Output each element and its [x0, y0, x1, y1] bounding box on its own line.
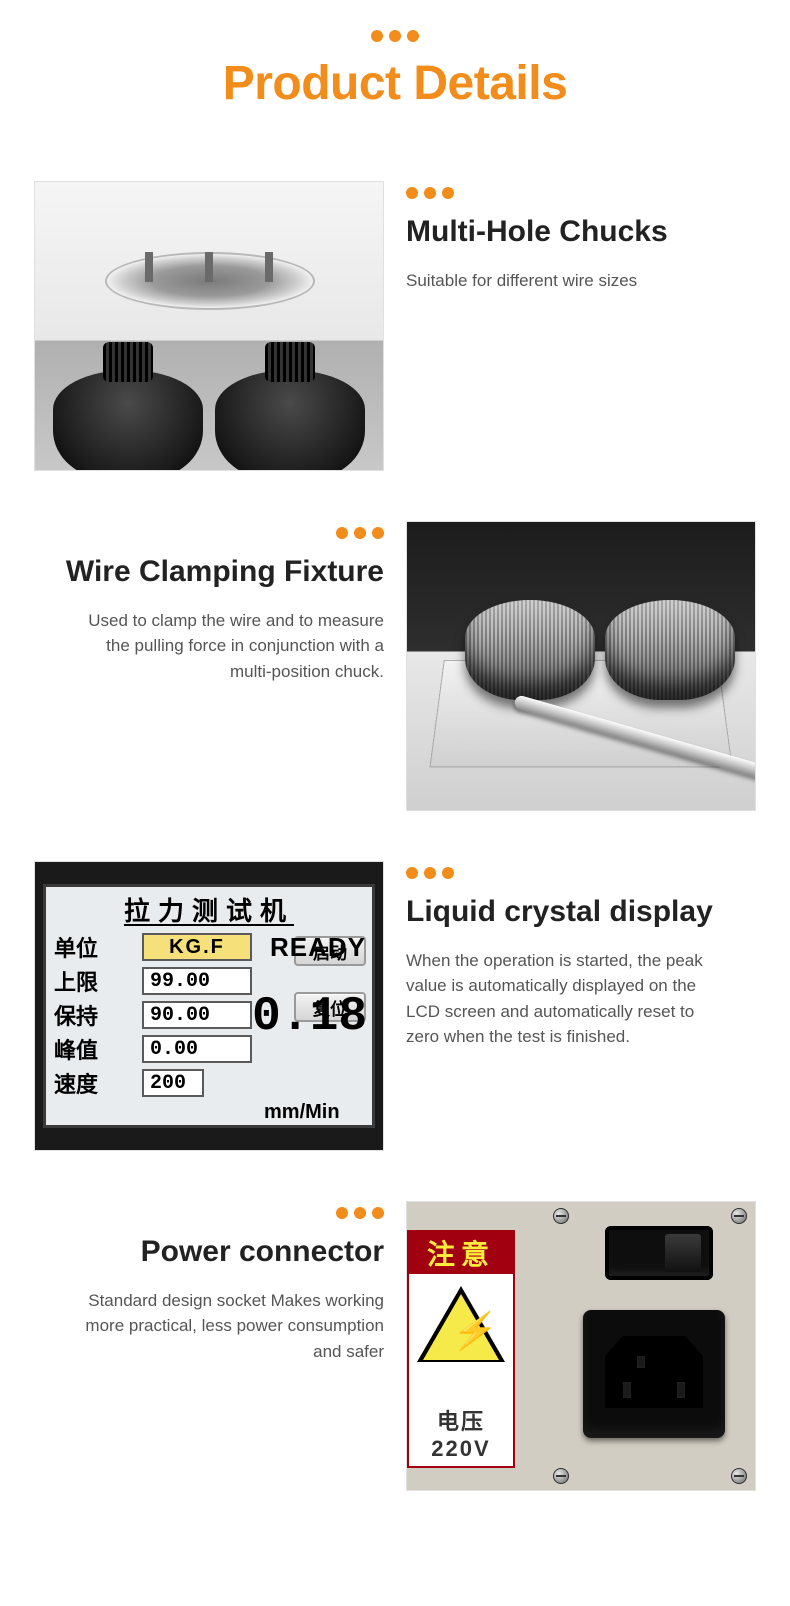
- lcd-speed-unit: mm/Min: [264, 1101, 340, 1124]
- dot-icon: [442, 867, 454, 879]
- section-dots: [34, 1207, 384, 1219]
- section-title: Liquid crystal display: [406, 895, 756, 930]
- image-lcd: 拉力测试机 单位 上限 保持 峰值 速度 KG.F 99.00 90.00: [34, 861, 384, 1151]
- knob-icon: [53, 370, 203, 471]
- caution-label: 注意 ⚡ 电压220V: [407, 1230, 515, 1468]
- lcd-label-hold: 保持: [46, 999, 106, 1031]
- dot-icon: [336, 527, 348, 539]
- dot-icon: [354, 1207, 366, 1219]
- screw-icon: [731, 1468, 747, 1484]
- iec-socket-icon: [583, 1310, 725, 1438]
- section-title: Power connector: [34, 1235, 384, 1270]
- dot-icon: [406, 867, 418, 879]
- dot-icon: [389, 30, 401, 42]
- screw-icon: [553, 1468, 569, 1484]
- screw-icon: [553, 1208, 569, 1224]
- image-wire-clamping: [406, 521, 756, 811]
- lcd-label-unit: 单位: [46, 931, 106, 963]
- lcd-values-column: KG.F 99.00 90.00 0.00 200 READY 0.18 mm/…: [142, 930, 294, 1128]
- lcd-label-upper: 上限: [46, 965, 106, 997]
- section-text: Multi-Hole Chucks Suitable for different…: [406, 181, 756, 293]
- section-power-connector: Power connector Standard design socket M…: [34, 1201, 756, 1491]
- lcd-label-peak: 峰值: [46, 1033, 106, 1065]
- section-text: Wire Clamping Fixture Used to clamp the …: [34, 521, 384, 684]
- section-text: Power connector Standard design socket M…: [34, 1201, 384, 1364]
- section-desc: When the operation is started, the peak …: [406, 948, 726, 1050]
- lcd-value-peak: 0.00: [142, 1035, 252, 1063]
- page: Product Details: [0, 0, 790, 1531]
- section-dots: [34, 527, 384, 539]
- voltage-text: 电压220V: [409, 1404, 513, 1462]
- lcd-value-upper: 99.00: [142, 967, 252, 995]
- dot-icon: [407, 30, 419, 42]
- section-title: Multi-Hole Chucks: [406, 215, 756, 250]
- warning-triangle-icon: ⚡: [421, 1288, 501, 1360]
- dot-icon: [442, 187, 454, 199]
- section-desc: Standard design socket Makes working mor…: [64, 1288, 384, 1365]
- power-switch-icon: [605, 1226, 713, 1280]
- dot-icon: [372, 527, 384, 539]
- lcd-title: 拉力测试机: [46, 887, 372, 930]
- section-desc: Used to clamp the wire and to measure th…: [64, 608, 384, 685]
- lcd-label-speed: 速度: [46, 1067, 106, 1099]
- section-dots: [406, 867, 756, 879]
- section-desc: Suitable for different wire sizes: [406, 268, 726, 294]
- clamp-knob-icon: [605, 600, 735, 700]
- knob-icon: [215, 370, 365, 471]
- sections: Multi-Hole Chucks Suitable for different…: [34, 181, 756, 1491]
- dot-icon: [372, 1207, 384, 1219]
- image-power-connector: 注意 ⚡ 电压220V: [406, 1201, 756, 1491]
- section-lcd: 拉力测试机 单位 上限 保持 峰值 速度 KG.F 99.00 90.00: [34, 861, 756, 1151]
- section-wire-clamping: Wire Clamping Fixture Used to clamp the …: [34, 521, 756, 811]
- lcd-value-hold: 90.00: [142, 1001, 252, 1029]
- lcd-value-unit: KG.F: [142, 933, 252, 961]
- section-multi-hole-chucks: Multi-Hole Chucks Suitable for different…: [34, 181, 756, 471]
- page-title: Product Details: [34, 56, 756, 111]
- section-dots: [406, 187, 756, 199]
- image-multi-hole-chucks: [34, 181, 384, 471]
- dot-icon: [424, 187, 436, 199]
- clamp-knob-icon: [465, 600, 595, 700]
- lightning-icon: ⚡: [449, 1310, 501, 1352]
- lcd-value-speed: 200: [142, 1069, 204, 1097]
- section-title: Wire Clamping Fixture: [34, 555, 384, 590]
- dot-icon: [406, 187, 418, 199]
- lcd-status: READY: [270, 932, 366, 963]
- lcd-labels-column: 单位 上限 保持 峰值 速度: [46, 930, 142, 1128]
- lcd-screen: 拉力测试机 单位 上限 保持 峰值 速度 KG.F 99.00 90.00: [43, 884, 375, 1128]
- screw-icon: [731, 1208, 747, 1224]
- dot-icon: [371, 30, 383, 42]
- caution-text: 注意: [409, 1232, 513, 1274]
- lcd-big-value: 0.18: [252, 990, 367, 1044]
- dot-icon: [354, 527, 366, 539]
- dot-icon: [336, 1207, 348, 1219]
- dot-icon: [424, 867, 436, 879]
- header-dots: [34, 30, 756, 42]
- section-text: Liquid crystal display When the operatio…: [406, 861, 756, 1050]
